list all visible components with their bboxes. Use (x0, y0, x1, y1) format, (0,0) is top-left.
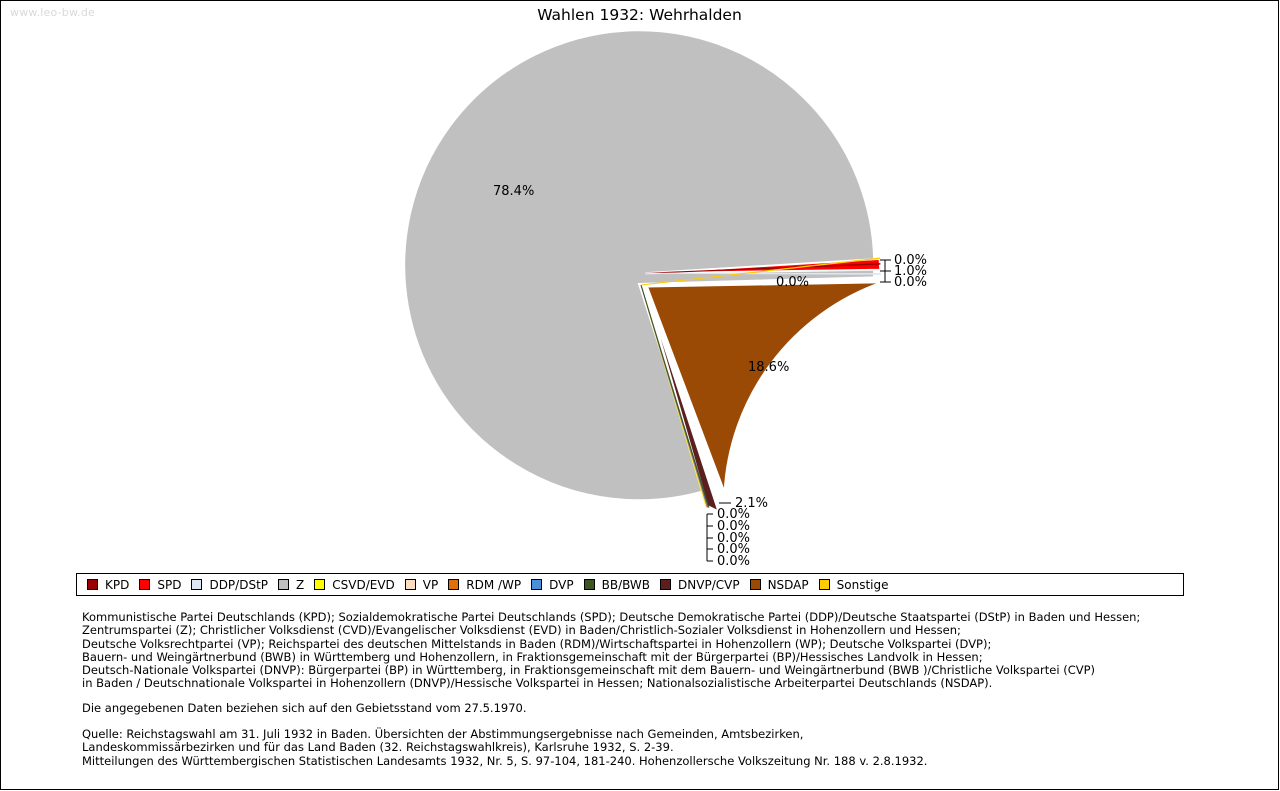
legend-item-csvd-evd[interactable]: CSVD/EVD (304, 574, 395, 595)
pie-slice-bb-bwb[interactable] (640, 284, 710, 508)
legend-label: DNVP/CVP (678, 577, 740, 592)
slice-label-nsdap: 18.6% (748, 360, 790, 375)
legend-label: NSDAP (767, 577, 809, 592)
pie-slice-nsdap[interactable] (645, 281, 883, 493)
legend-item-spd[interactable]: SPD (129, 574, 181, 595)
slice-label-inner-zero: 0.0% (776, 275, 810, 290)
legend-item-sonstige[interactable]: Sonstige (809, 574, 889, 595)
legend-item-dvp[interactable]: DVP (521, 574, 574, 595)
slice-label-bottom-1: 0.0% (717, 507, 751, 522)
legend-item-dnvp-cvp[interactable]: DNVP/CVP (650, 574, 740, 595)
footnote-line: Zentrumspartei (Z); Christlicher Volksdi… (82, 623, 961, 638)
legend-swatch-icon (583, 579, 595, 590)
footnote-line: Kommunistische Partei Deutschlands (KPD)… (82, 610, 1141, 624)
slice-label-right-1: 1.0% (894, 264, 928, 279)
footnote-line: Deutsche Volksrechtpartei (VP); Reichspa… (82, 636, 992, 651)
legend-swatch-icon (87, 579, 98, 590)
pie-slice-dnvp[interactable] (644, 288, 721, 514)
footnote-line: Deutsch-Nationale Volkspartei (DNVP): Bü… (82, 663, 1096, 678)
legend-label: VP (422, 577, 439, 592)
legend-swatch-icon (404, 579, 416, 590)
legend-swatch-icon (818, 579, 830, 590)
page-title: Wahlen 1932: Wehrhalden (537, 6, 742, 24)
pie-slice-z[interactable] (403, 29, 876, 502)
legend-label: Z (296, 577, 305, 592)
leader-lines-bottom (706, 502, 731, 562)
pie-svg (403, 29, 891, 562)
legend-label: BB/BWB (601, 577, 651, 592)
legend-item-z[interactable]: Z (268, 574, 304, 595)
legend-swatch-icon (531, 579, 543, 590)
legend-label: DVP (549, 577, 574, 592)
slice-label-bottom-0: 2.1% (735, 496, 769, 511)
legend-label: Sonstige (836, 577, 889, 592)
slice-label-bottom-5: 0.0% (717, 554, 751, 569)
legend-item-kpd[interactable]: KPD (77, 574, 129, 595)
legend-label: CSVD/EVD (332, 577, 395, 592)
source-line: Quelle: Reichstagswahl am 31. Juli 1932 … (82, 727, 804, 741)
pie-slice-ddp[interactable] (644, 272, 881, 275)
legend-item-ddp-dstp[interactable]: DDP/DStP (181, 574, 268, 595)
legend-swatch-icon (314, 579, 326, 590)
gebietsstand-note: Die angegebenen Daten beziehen sich auf … (82, 701, 527, 715)
footnote-line: in Baden / Deutschnationale Volkspartei … (82, 676, 993, 691)
legend-item-nsdap[interactable]: NSDAP (740, 574, 809, 595)
legend-label: DDP/DStP (209, 577, 269, 592)
slice-label-bottom-4: 0.0% (717, 542, 751, 557)
pie-slice-kpd[interactable] (644, 263, 881, 274)
source-note: Quelle: Reichstagswahl am 31. Juli 1932 … (82, 727, 1202, 768)
source-line: Landeskommissärbezirken und für das Land… (82, 740, 674, 755)
legend-swatch-icon (191, 579, 203, 590)
legend-swatch-icon (448, 579, 460, 590)
source-line: Mitteilungen des Württembergischen Stati… (82, 753, 928, 768)
legend-item-vp[interactable]: VP (395, 574, 438, 595)
slice-label-bottom-2: 0.0% (717, 519, 751, 534)
footnote-party-names: Kommunistische Partei Deutschlands (KPD)… (82, 610, 1202, 691)
legend-item-rdm-wp[interactable]: RDM /WP (438, 574, 521, 595)
legend-label: SPD (157, 577, 182, 592)
legend-swatch-icon (749, 579, 761, 590)
footnote-line: Bauern- und Weingärtnerbund (BWB) in Wür… (82, 649, 983, 664)
chart-legend: KPD SPD DDP/DStP Z CSVD/EVD VP RDM /WP DVP BB/BW… (76, 573, 1184, 596)
slice-label-right-2: 0.0% (894, 275, 928, 290)
leader-lines-right (880, 259, 891, 283)
slice-label-right-0: 0.0% (894, 253, 928, 268)
watermark: www.leo-bw.de (10, 6, 96, 19)
legend-swatch-icon (278, 579, 290, 590)
legend-label: KPD (105, 577, 130, 592)
legend-item-bb-bwb[interactable]: BB/BWB (574, 574, 650, 595)
slice-label-z: 78.4% (493, 184, 535, 199)
legend-label: RDM /WP (466, 577, 522, 592)
legend-swatch-icon (139, 579, 151, 590)
slice-label-bottom-3: 0.0% (717, 531, 751, 546)
pie-slice-sonstige[interactable] (640, 257, 881, 286)
legend-swatch-icon (660, 579, 672, 590)
pie-chart: 78.4% 18.6% 0.0% 0.0% 1.0% 0.0% 2.1% 0.0… (1, 1, 1278, 571)
